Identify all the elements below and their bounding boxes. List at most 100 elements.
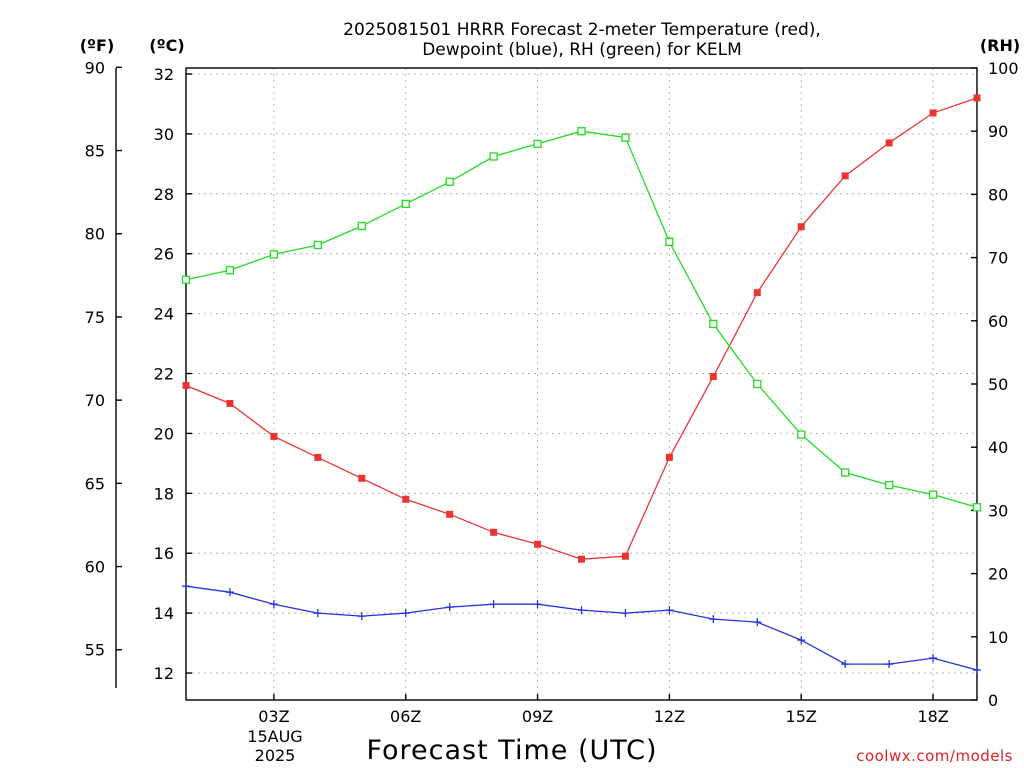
data-point-temperature [402,495,410,503]
rh-tick-label: 0 [988,691,998,710]
x-axis-title: Forecast Time (UTC) [366,735,657,766]
chart-title-line2: Dewpoint (blue), RH (green) for KELM [422,40,742,60]
x-tick-label: 12Z [654,707,685,726]
fahrenheit-tick-label: 60 [85,558,105,577]
data-point-dewpoint [357,612,366,621]
data-point-dewpoint [841,660,850,669]
data-point-temperature [490,528,498,536]
unit-rh-label: (RH) [980,36,1020,55]
rh-tick-label: 40 [988,438,1008,457]
rh-tick-label: 30 [988,501,1008,520]
fahrenheit-tick-label: 70 [85,391,105,410]
celsius-tick-label: 30 [154,125,174,144]
data-point-temperature [929,109,937,117]
rh-tick-label: 70 [988,249,1008,268]
data-point-rh [928,490,938,499]
plot-frame [185,67,978,701]
data-point-temperature [797,223,805,231]
data-point-temperature [446,510,454,518]
data-point-temperature [534,540,542,548]
x-tick-label: 15Z [786,707,817,726]
data-point-rh [797,430,806,439]
data-point-temperature [226,399,234,407]
data-point-rh [753,379,762,389]
data-point-temperature [841,172,849,180]
data-point-temperature [973,94,981,102]
data-point-rh [577,127,586,136]
celsius-tick-label: 28 [154,185,174,204]
data-point-rh [181,275,191,284]
data-point-dewpoint [401,609,410,618]
data-point-dewpoint [709,615,718,624]
data-point-dewpoint [621,609,630,618]
data-point-temperature [358,474,366,482]
source-credit: coolwx.com/models [856,747,1013,765]
x-tick-label: 18Z [917,707,948,726]
data-point-rh [665,237,674,246]
rh-tick-label: 60 [988,312,1008,331]
x-date-day-label: 15AUG [247,727,302,746]
fahrenheit-tick-label: 65 [85,474,105,493]
data-point-rh [533,139,542,148]
data-point-dewpoint [313,609,322,618]
data-point-temperature [314,453,322,461]
rh-tick-label: 80 [988,185,1008,204]
data-point-rh [357,221,366,231]
data-point-rh [621,133,630,142]
series-line-dewpoint [185,585,978,671]
data-point-temperature [621,552,629,560]
data-point-rh [884,480,894,490]
rh-tick-label: 90 [988,122,1008,141]
data-point-dewpoint [973,666,981,675]
x-date-year-label: 2025 [255,746,296,765]
data-point-dewpoint [665,606,674,615]
data-point-temperature [270,432,278,440]
data-point-rh [313,240,322,250]
fahrenheit-tick-label: 90 [85,58,105,77]
data-point-rh [841,468,850,477]
x-tick-label: 06Z [390,707,421,726]
data-point-temperature [885,139,893,147]
data-point-rh [445,177,454,186]
data-point-temperature [182,381,190,389]
fahrenheit-tick-label: 55 [85,641,105,660]
rh-tick-label: 50 [988,375,1008,394]
chart-title: 2025081501 HRRR Forecast 2-meter Tempera… [343,20,821,40]
celsius-tick-label: 12 [154,664,174,683]
data-point-dewpoint [445,603,454,612]
data-point-rh [489,152,498,161]
celsius-tick-label: 26 [154,245,174,264]
data-point-dewpoint [753,618,762,627]
data-point-temperature [665,453,673,461]
celsius-tick-label: 24 [154,305,174,324]
data-point-dewpoint [225,588,234,597]
data-point-dewpoint [929,654,938,663]
series-line-temperature [185,97,978,560]
data-point-temperature [753,289,761,297]
data-point-rh [401,199,410,209]
fahrenheit-tick-label: 75 [85,308,105,327]
data-point-dewpoint [182,582,190,591]
data-point-dewpoint [269,600,278,609]
celsius-tick-label: 20 [154,424,174,443]
data-point-dewpoint [577,606,586,615]
celsius-tick-label: 22 [154,365,174,384]
unit-fahrenheit-label: (ºF) [80,36,115,55]
data-point-dewpoint [885,660,894,669]
x-tick-label: 09Z [522,707,553,726]
celsius-tick-label: 16 [154,544,174,563]
data-point-rh [709,319,718,329]
grid-lines [186,68,977,700]
fahrenheit-tick-label: 80 [85,225,105,244]
data-point-rh [972,503,982,512]
unit-celsius-label: (ºC) [149,36,184,55]
data-point-rh [269,250,279,259]
fahrenheit-tick-label: 85 [85,142,105,161]
series-layer [181,94,982,675]
tick-labels: 03Z 06Z 09Z 12Z 15Z 18Z 12 14 16 18 20 22 24 26 28 30 32… [85,58,1019,726]
celsius-tick-label: 32 [154,65,174,84]
celsius-tick-label: 14 [154,604,174,623]
data-point-temperature [578,555,585,563]
rh-tick-label: 10 [988,628,1008,647]
